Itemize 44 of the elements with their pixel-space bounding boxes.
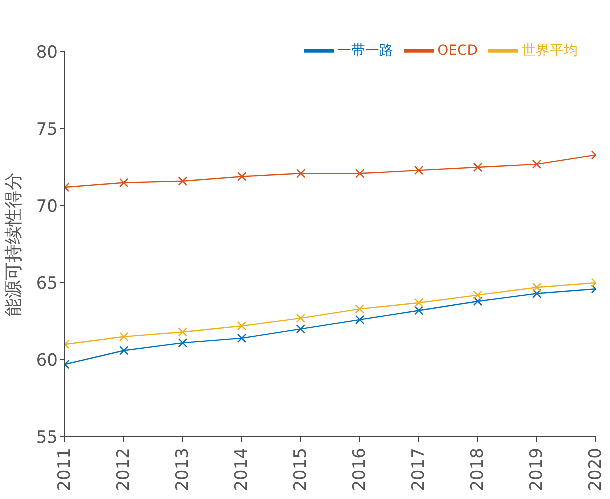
point bbox=[296, 169, 306, 178]
legend-label: OECD bbox=[438, 42, 478, 59]
point bbox=[414, 298, 424, 308]
point bbox=[473, 162, 483, 172]
y-tick-label: 80 bbox=[36, 43, 58, 64]
point bbox=[119, 346, 129, 356]
legend-label: 世界平均 bbox=[522, 42, 578, 59]
y-tick-label: 55 bbox=[36, 428, 58, 448]
x-tick-label: 2011 bbox=[55, 448, 75, 492]
x-tick-label: 2014 bbox=[232, 448, 252, 492]
legend-label: 一带一路 bbox=[338, 42, 394, 59]
point bbox=[473, 296, 483, 306]
point bbox=[355, 315, 365, 325]
point bbox=[414, 306, 424, 316]
point bbox=[119, 332, 129, 342]
point bbox=[296, 314, 306, 324]
x-tick-label: 2019 bbox=[527, 448, 547, 492]
point bbox=[119, 178, 129, 188]
point bbox=[178, 338, 188, 348]
x-tick-label: 2015 bbox=[291, 448, 311, 492]
x-tick-label: 2013 bbox=[173, 448, 193, 492]
point bbox=[178, 176, 188, 186]
y-axis-title: 能源可持续性得分 bbox=[3, 172, 24, 316]
point bbox=[237, 172, 247, 182]
point bbox=[355, 169, 365, 178]
x-tick-label: 2012 bbox=[114, 448, 134, 492]
x-tick-label: 2020 bbox=[586, 448, 606, 492]
point bbox=[532, 289, 542, 298]
point bbox=[414, 166, 424, 176]
point bbox=[178, 328, 188, 337]
point bbox=[296, 324, 306, 334]
point bbox=[532, 160, 542, 170]
y-tick-label: 75 bbox=[36, 120, 58, 140]
y-tick-label: 70 bbox=[36, 197, 58, 218]
point bbox=[237, 321, 247, 331]
y-tick-label: 65 bbox=[36, 274, 58, 294]
point bbox=[532, 282, 542, 292]
x-tick-label: 2017 bbox=[409, 448, 429, 492]
x-tick-label: 2016 bbox=[350, 448, 370, 492]
y-tick-label: 60 bbox=[36, 351, 58, 372]
x-tick-label: 2018 bbox=[468, 448, 488, 492]
point bbox=[473, 290, 483, 300]
point bbox=[355, 304, 365, 314]
point bbox=[237, 334, 247, 344]
